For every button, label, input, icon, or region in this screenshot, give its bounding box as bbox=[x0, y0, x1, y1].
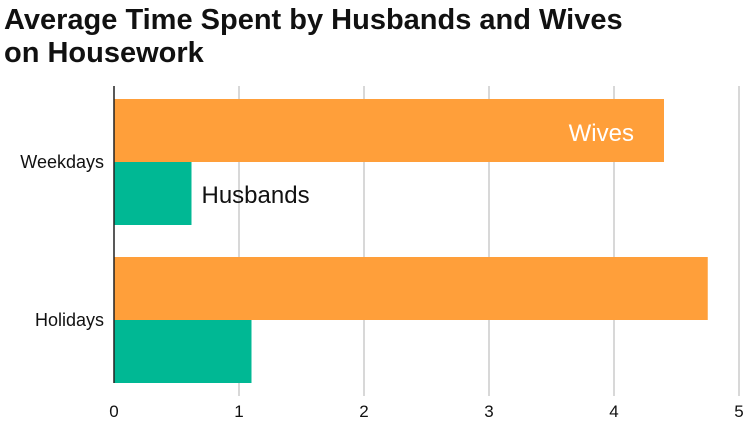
category-labels: Weekdays Holidays bbox=[20, 152, 104, 330]
bar-husbands-weekdays bbox=[114, 162, 192, 225]
bar-wives-weekdays bbox=[114, 99, 664, 162]
category-label-holidays: Holidays bbox=[35, 310, 104, 330]
series-labels: Wives Husbands bbox=[202, 120, 635, 209]
category-label-weekdays: Weekdays bbox=[20, 152, 104, 172]
bar-husbands-holidays bbox=[114, 320, 252, 383]
chart-title: Average Time Spent by Husbands and Wives… bbox=[4, 4, 704, 70]
series-label-husbands: Husbands bbox=[202, 182, 310, 209]
x-tick-label-4: 4 bbox=[609, 402, 618, 421]
chart-title-line-2: on Housework bbox=[4, 37, 204, 69]
x-tick-label-0: 0 bbox=[109, 402, 118, 421]
x-tick-label-5: 5 bbox=[734, 402, 743, 421]
x-tick-label-3: 3 bbox=[484, 402, 493, 421]
x-tick-labels: 0 1 2 3 4 5 bbox=[109, 402, 743, 421]
bar-wives-holidays bbox=[114, 257, 708, 320]
series-label-wives: Wives bbox=[569, 120, 634, 147]
chart-title-line-1: Average Time Spent by Husbands and Wives bbox=[4, 4, 623, 36]
bars bbox=[114, 99, 708, 383]
x-tick-label-1: 1 bbox=[234, 402, 243, 421]
x-tick-label-2: 2 bbox=[359, 402, 368, 421]
